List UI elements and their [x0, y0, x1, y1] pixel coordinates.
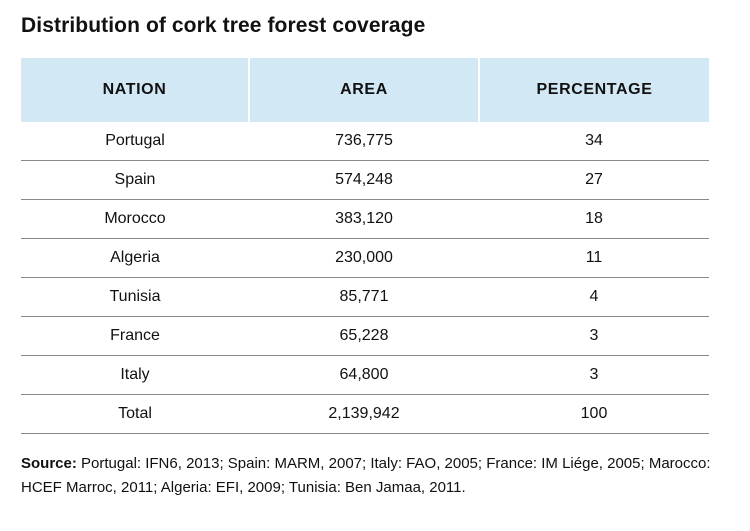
- table-header: NATION AREA PERCENTAGE: [21, 58, 709, 122]
- table-row: Italy 64,800 3: [21, 355, 709, 395]
- cell-percentage: 27: [479, 160, 709, 200]
- column-header-percentage: PERCENTAGE: [479, 58, 709, 122]
- cell-nation: Portugal: [21, 122, 249, 161]
- source-label: Source:: [21, 455, 77, 472]
- cell-nation: Algeria: [21, 238, 249, 278]
- cell-nation: Morocco: [21, 199, 249, 239]
- cell-percentage: 4: [479, 277, 709, 317]
- cell-nation: Total: [21, 394, 249, 434]
- table-body: Portugal 736,775 34 Spain 574,248 27 Morocco 38…: [21, 122, 709, 434]
- column-header-area: AREA: [249, 58, 480, 122]
- source-note: Source: Portugal: IFN6, 2013; Spain: MAR…: [21, 452, 721, 500]
- cell-area: 65,228: [249, 316, 479, 356]
- table-total-row: Total 2,139,942 100: [21, 394, 709, 434]
- cell-nation: Tunisia: [21, 277, 249, 317]
- header-row: NATION AREA PERCENTAGE: [21, 58, 709, 122]
- table-row: Spain 574,248 27: [21, 160, 709, 200]
- cell-area: 64,800: [249, 355, 479, 395]
- cell-nation: France: [21, 316, 249, 356]
- table-row: Tunisia 85,771 4: [21, 277, 709, 317]
- source-text: Portugal: IFN6, 2013; Spain: MARM, 2007;…: [21, 455, 711, 496]
- cell-percentage: 100: [479, 394, 709, 434]
- table-row: Portugal 736,775 34: [21, 122, 709, 161]
- cell-percentage: 3: [479, 316, 709, 356]
- cork-coverage-table: NATION AREA PERCENTAGE Portugal 736,775 34…: [21, 58, 709, 434]
- cell-percentage: 18: [479, 199, 709, 239]
- cell-area: 85,771: [249, 277, 479, 317]
- cell-area: 383,120: [249, 199, 479, 239]
- cell-area: 2,139,942: [249, 394, 479, 434]
- cell-area: 736,775: [249, 122, 479, 161]
- cell-nation: Italy: [21, 355, 249, 395]
- cell-area: 574,248: [249, 160, 479, 200]
- table-row: Algeria 230,000 11: [21, 238, 709, 278]
- cell-area: 230,000: [249, 238, 479, 278]
- cell-percentage: 11: [479, 238, 709, 278]
- table-row: France 65,228 3: [21, 316, 709, 356]
- data-table-container: NATION AREA PERCENTAGE Portugal 736,775 34…: [21, 58, 709, 434]
- table-row: Morocco 383,120 18: [21, 199, 709, 239]
- column-header-nation: NATION: [21, 58, 250, 122]
- cell-nation: Spain: [21, 160, 249, 200]
- chart-title: Distribution of cork tree forest coverag…: [21, 14, 426, 37]
- cell-percentage: 3: [479, 355, 709, 395]
- cell-percentage: 34: [479, 122, 709, 161]
